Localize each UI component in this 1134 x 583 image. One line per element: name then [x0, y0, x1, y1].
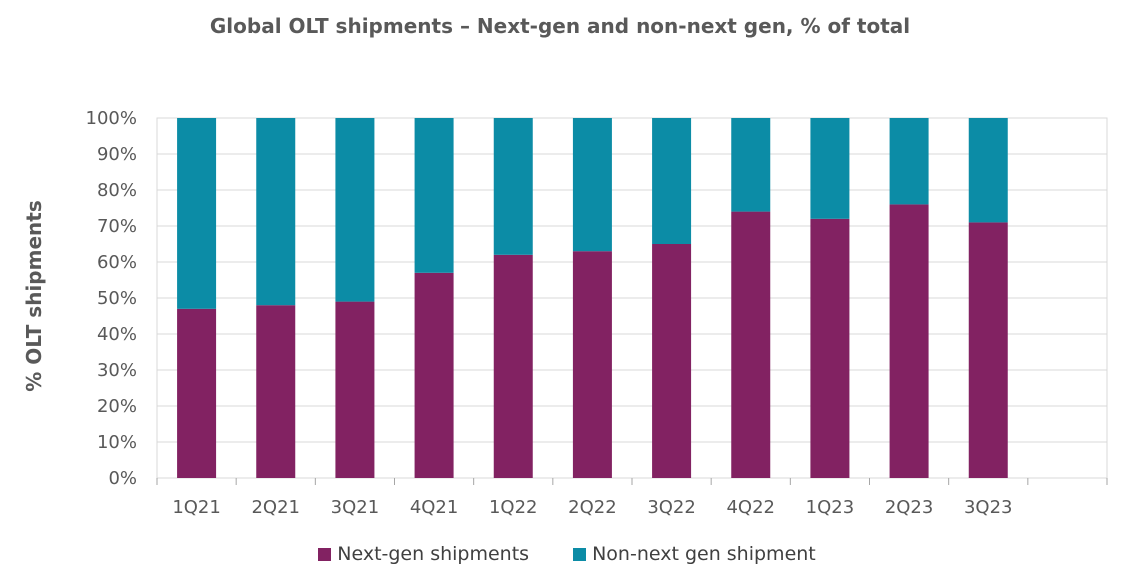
bar-next-gen [652, 244, 692, 478]
bar-next-gen [493, 254, 533, 478]
bar-next-gen [731, 211, 771, 478]
x-tick-label: 2Q23 [885, 497, 934, 518]
legend-label-next-gen: Next-gen shipments [337, 543, 530, 565]
legend-swatch-next-gen [318, 547, 332, 561]
bar-non-next-gen [414, 118, 454, 273]
bar-non-next-gen [652, 118, 692, 244]
bar-next-gen [177, 308, 217, 478]
y-tick-label: 20% [97, 396, 137, 417]
bar-non-next-gen [572, 118, 612, 252]
y-tick-label: 30% [97, 360, 137, 381]
y-tick-label: 80% [97, 180, 137, 201]
y-tick-label: 0% [108, 468, 137, 489]
bar-non-next-gen [256, 118, 296, 306]
bar-non-next-gen [968, 118, 1008, 223]
bar-next-gen [889, 204, 929, 478]
y-tick-label: 40% [97, 324, 137, 345]
x-tick-label: 3Q23 [964, 497, 1013, 518]
bar-non-next-gen [177, 118, 217, 309]
bar-next-gen [810, 218, 850, 479]
bar-next-gen [414, 272, 454, 478]
legend-swatch-non-next-gen [573, 547, 587, 561]
y-tick-label: 70% [97, 216, 137, 237]
legend-item-non-next-gen: Non-next gen shipment [573, 543, 816, 565]
y-tick-label: 60% [97, 252, 137, 273]
y-tick-label: 50% [97, 288, 137, 309]
x-tick-label: 4Q22 [726, 497, 775, 518]
x-tick-label: 1Q22 [489, 497, 538, 518]
bar-non-next-gen [810, 118, 850, 219]
bar-non-next-gen [731, 118, 771, 212]
legend-item-next-gen: Next-gen shipments [318, 543, 529, 565]
x-tick-label: 3Q22 [647, 497, 696, 518]
bar-next-gen [256, 305, 296, 478]
bar-next-gen [572, 251, 612, 478]
bar-non-next-gen [889, 118, 929, 205]
bar-non-next-gen [493, 118, 533, 255]
x-tick-label: 3Q21 [331, 497, 380, 518]
chart-title: Global OLT shipments – Next-gen and non-… [209, 14, 911, 38]
bar-next-gen [968, 222, 1008, 478]
y-tick-label: 90% [97, 144, 137, 165]
x-tick-label: 2Q21 [251, 497, 300, 518]
bar-non-next-gen [335, 118, 375, 302]
legend: Next-gen shipments Non-next gen shipment [0, 543, 1134, 565]
x-tick-label: 2Q22 [568, 497, 617, 518]
x-tick-label: 1Q23 [806, 497, 855, 518]
legend-label-non-next-gen: Non-next gen shipment [592, 543, 816, 565]
y-tick-label: 100% [86, 108, 137, 129]
y-tick-label: 10% [97, 432, 137, 453]
bar-next-gen [335, 301, 375, 478]
x-tick-label: 4Q21 [410, 497, 459, 518]
x-tick-label: 1Q21 [172, 497, 221, 518]
